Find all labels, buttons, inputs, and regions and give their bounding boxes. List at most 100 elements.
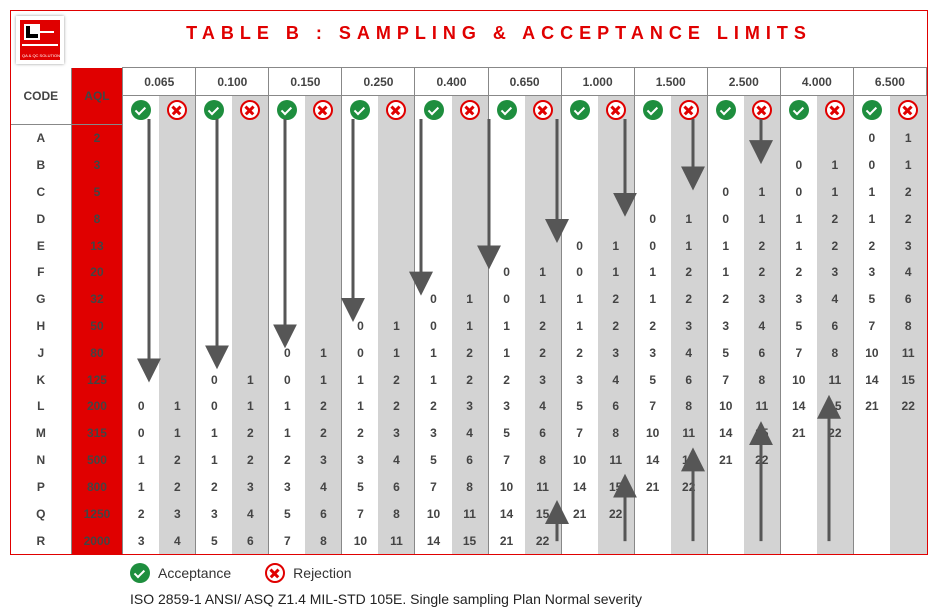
reject-value: 11 — [452, 500, 489, 527]
table-row: Q125023345678101114152122 — [11, 500, 927, 527]
code-cell: F — [11, 259, 71, 286]
reject-value: 2 — [452, 339, 489, 366]
accept-value: 5 — [853, 286, 890, 313]
empty-cell — [305, 313, 342, 340]
empty-cell — [525, 124, 562, 152]
empty-cell — [452, 179, 489, 206]
empty-cell — [196, 205, 233, 232]
accept-value: 7 — [780, 339, 817, 366]
accept-value: 2 — [780, 259, 817, 286]
reject-value: 6 — [378, 474, 415, 501]
reject-value: 4 — [452, 420, 489, 447]
accept-value: 3 — [269, 474, 306, 501]
reject-value: 1 — [598, 232, 635, 259]
accept-value: 0 — [707, 179, 744, 206]
header-reject-icon — [817, 96, 854, 125]
accept-value: 0 — [488, 286, 525, 313]
accept-value: 5 — [196, 527, 233, 554]
header-aql-0.400: 0.400 — [415, 68, 488, 96]
empty-cell — [123, 259, 160, 286]
header-reject-icon — [452, 96, 489, 125]
accept-value: 7 — [634, 393, 671, 420]
empty-cell — [707, 500, 744, 527]
sample-size-cell: 500 — [71, 447, 123, 474]
reject-value: 2 — [378, 393, 415, 420]
header-aql-0.250: 0.250 — [342, 68, 415, 96]
table-row: F20010112122334 — [11, 259, 927, 286]
reject-value: 1 — [890, 124, 927, 152]
header-accept-icon — [780, 96, 817, 125]
reject-value: 2 — [305, 420, 342, 447]
reject-value: 2 — [378, 366, 415, 393]
reject-value: 4 — [890, 259, 927, 286]
reject-value: 8 — [525, 447, 562, 474]
empty-cell — [525, 232, 562, 259]
empty-cell — [232, 152, 269, 179]
reject-value: 1 — [671, 205, 708, 232]
accept-value: 3 — [853, 259, 890, 286]
table-row: M31501121223345678101114152122 — [11, 420, 927, 447]
empty-cell — [853, 420, 890, 447]
empty-cell — [890, 527, 927, 554]
accept-value: 3 — [634, 339, 671, 366]
reject-value: 1 — [232, 393, 269, 420]
sample-size-cell: 800 — [71, 474, 123, 501]
sample-size-cell: 315 — [71, 420, 123, 447]
accept-value: 3 — [123, 527, 160, 554]
header-aql-0.065: 0.065 — [123, 68, 196, 96]
reject-value: 3 — [744, 286, 781, 313]
header-accept-icon — [634, 96, 671, 125]
empty-cell — [707, 124, 744, 152]
empty-cell — [634, 500, 671, 527]
reject-value: 11 — [890, 339, 927, 366]
accept-value: 1 — [342, 393, 379, 420]
reject-value: 6 — [305, 500, 342, 527]
reject-value: 1 — [525, 286, 562, 313]
header-aql-2.500: 2.500 — [707, 68, 780, 96]
accept-value: 5 — [707, 339, 744, 366]
code-cell: L — [11, 393, 71, 420]
header-aql-1.500: 1.500 — [634, 68, 707, 96]
table-row: C5010112 — [11, 179, 927, 206]
empty-cell — [378, 124, 415, 152]
empty-cell — [452, 152, 489, 179]
reject-value: 11 — [378, 527, 415, 554]
code-cell: P — [11, 474, 71, 501]
accept-value: 5 — [415, 447, 452, 474]
accept-value: 0 — [342, 339, 379, 366]
header-accept-icon — [123, 96, 160, 125]
empty-cell — [452, 232, 489, 259]
empty-cell — [525, 179, 562, 206]
empty-cell — [598, 152, 635, 179]
accept-value: 7 — [488, 447, 525, 474]
reject-value: 8 — [817, 339, 854, 366]
reject-value: 6 — [452, 447, 489, 474]
reject-value: 2 — [817, 205, 854, 232]
accept-value: 0 — [123, 393, 160, 420]
header-accept-icon — [269, 96, 306, 125]
table-container: CODEAQL0.0650.1000.1500.2500.4000.6501.0… — [11, 67, 927, 554]
empty-cell — [123, 179, 160, 206]
reject-value: 3 — [305, 447, 342, 474]
header-reject-icon — [525, 96, 562, 125]
reject-value: 2 — [159, 447, 196, 474]
accept-value: 7 — [415, 474, 452, 501]
sample-size-cell: 3 — [71, 152, 123, 179]
empty-cell — [890, 420, 927, 447]
table-row: K125010112122334567810111415 — [11, 366, 927, 393]
accept-value: 10 — [342, 527, 379, 554]
accept-value: 0 — [853, 124, 890, 152]
empty-cell — [269, 313, 306, 340]
reject-value: 2 — [817, 232, 854, 259]
reject-value: 6 — [525, 420, 562, 447]
header-aql-0.150: 0.150 — [269, 68, 342, 96]
accept-value: 0 — [780, 179, 817, 206]
empty-cell — [269, 232, 306, 259]
header-aql-6.500: 6.500 — [853, 68, 926, 96]
accept-value: 2 — [269, 447, 306, 474]
empty-cell — [159, 152, 196, 179]
empty-cell — [780, 527, 817, 554]
empty-cell — [378, 286, 415, 313]
empty-cell — [159, 313, 196, 340]
table-row: P8001223345678101114152122 — [11, 474, 927, 501]
